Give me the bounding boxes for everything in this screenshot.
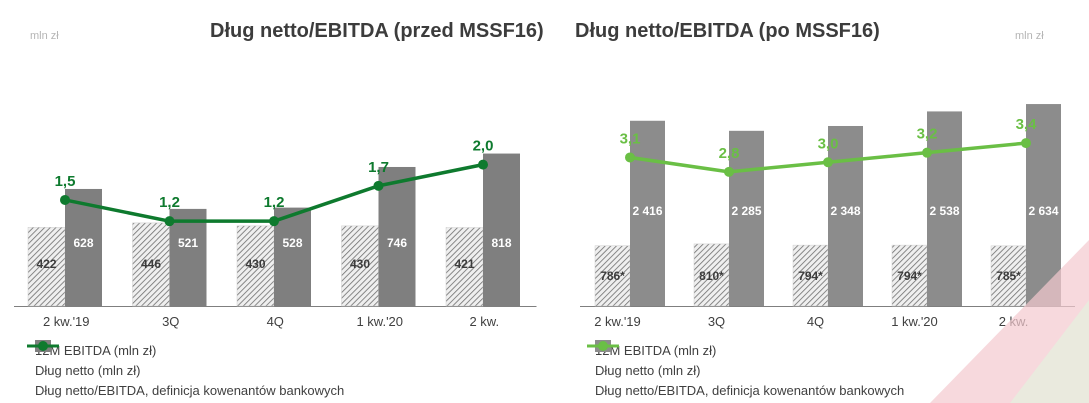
legend-label: Dług netto/EBITDA, definicja kowenantów … [35, 382, 345, 398]
x-tick-label: 2 kw.'19 [43, 314, 90, 329]
ratio-label: 3,2 [917, 126, 938, 143]
debt-bar [65, 188, 102, 306]
debt-bar [274, 207, 311, 306]
ebitda-label: 786* [600, 269, 625, 283]
x-tick-label: 2 kw. [999, 314, 1029, 329]
ratio-label: 3,0 [818, 135, 839, 152]
debt-bar [630, 120, 665, 306]
ebitda-bar [27, 227, 66, 307]
debt-bar [828, 125, 863, 306]
ebitda-label: 446 [141, 257, 161, 271]
ratio-label: 2,8 [719, 145, 740, 162]
x-tick-label: 4Q [267, 314, 284, 329]
plot-area: 422 628 2 kw.'19 446 521 3Q 430 528 4Q 430 746 1 kw… [14, 138, 537, 329]
ebitda-label: 430 [245, 257, 265, 271]
x-tick-label: 4Q [807, 314, 824, 329]
ratio-point [60, 194, 70, 205]
debt-label: 818 [491, 236, 511, 250]
chart-title: Dług netto/EBITDA (po MSSF16) [575, 20, 880, 42]
debt-label: 628 [73, 236, 93, 250]
ebitda-bar [891, 244, 928, 307]
x-tick-label: 2 kw.'19 [594, 314, 641, 329]
ratio-point [823, 157, 833, 168]
x-tick-label: 3Q [162, 314, 179, 329]
x-tick-label: 2 kw. [469, 314, 499, 329]
line-marker-icon [587, 341, 619, 351]
debt-bar [729, 130, 764, 306]
debt-label: 2 285 [731, 204, 761, 218]
chart-left: Dług netto/EBITDA (przed MSSF16) mln zł … [14, 20, 544, 400]
legend-item-debt: Dług netto (mln zł) [35, 340, 344, 380]
debt-bar [169, 208, 207, 306]
ebitda-label: 421 [454, 257, 474, 271]
ebitda-label: 810* [699, 269, 724, 283]
debt-label: 2 416 [632, 204, 662, 218]
legend-item-ratio: Dług netto/EBITDA, definicja kowenantów … [27, 341, 345, 400]
legend-label: 12M EBITDA (mln zł) [35, 342, 157, 358]
ebitda-label: 794* [897, 269, 922, 283]
ebitda-bar [132, 222, 170, 307]
ratio-point [269, 216, 279, 227]
ratio-point [373, 180, 384, 191]
ebitda-label: 785* [996, 269, 1021, 283]
ratio-point [922, 147, 932, 158]
ratio-label: 1,7 [368, 159, 389, 176]
legend-label: Dług netto/EBITDA, definicja kowenantów … [595, 382, 905, 398]
legend-item-ratio: Dług netto/EBITDA, definicja kowenantów … [587, 341, 905, 400]
debt-bar [483, 153, 520, 306]
debt-label: 528 [282, 236, 302, 250]
legend: 12M EBITDA (mln zł) Dług netto (mln zł) … [587, 340, 905, 400]
ratio-label: 3,4 [1016, 116, 1038, 133]
ratio-label: 2,0 [473, 138, 494, 155]
ratio-label: 1,2 [264, 194, 285, 211]
ebitda-label: 422 [36, 257, 56, 271]
debt-label: 2 538 [929, 204, 959, 218]
legend-item-ebitda: 12M EBITDA (mln zł) [595, 340, 904, 360]
ratio-point [724, 166, 734, 177]
ratio-point [1021, 138, 1031, 149]
ratio-point [164, 216, 175, 227]
unit-label: mln zł [1015, 30, 1044, 42]
ratio-label: 1,5 [55, 173, 76, 190]
ratio-point [478, 159, 488, 170]
debt-label: 521 [178, 236, 198, 250]
x-tick-label: 1 kw.'20 [891, 314, 938, 329]
ratio-point [625, 152, 635, 163]
legend-item-debt: Dług netto (mln zł) [595, 340, 904, 380]
line-marker-icon [27, 341, 59, 351]
ebitda-label: 794* [798, 269, 823, 283]
debt-bar [378, 166, 416, 306]
ratio-label: 1,2 [159, 194, 180, 211]
ebitda-bar [341, 225, 379, 307]
x-tick-label: 1 kw.'20 [356, 314, 403, 329]
legend-label: 12M EBITDA (mln zł) [595, 342, 717, 358]
ebitda-bar [236, 225, 275, 307]
chart-title: Dług netto/EBITDA (przed MSSF16) [210, 20, 544, 42]
debt-label: 746 [387, 236, 407, 250]
ebitda-label: 430 [350, 257, 370, 271]
unit-label: mln zł [30, 30, 59, 42]
ebitda-bar [693, 243, 730, 307]
debt-label: 2 348 [830, 204, 860, 218]
ebitda-bar [445, 227, 484, 307]
debt-label: 2 634 [1028, 204, 1058, 218]
legend-item-ebitda: 12M EBITDA (mln zł) [35, 340, 344, 360]
legend-label: Dług netto (mln zł) [35, 362, 141, 378]
plot-area: 786* 2 416 2 kw.'19 810* 2 285 3Q 794* 2 348 4Q 7… [580, 104, 1075, 329]
chart-right: Dług netto/EBITDA (po MSSF16) mln zł 786… [545, 0, 1089, 403]
ebitda-bar [792, 244, 829, 307]
ratio-label: 3,1 [620, 130, 641, 147]
x-tick-label: 3Q [708, 314, 725, 329]
legend: 12M EBITDA (mln zł) Dług netto (mln zł) … [27, 340, 345, 400]
legend-label: Dług netto (mln zł) [595, 362, 701, 378]
